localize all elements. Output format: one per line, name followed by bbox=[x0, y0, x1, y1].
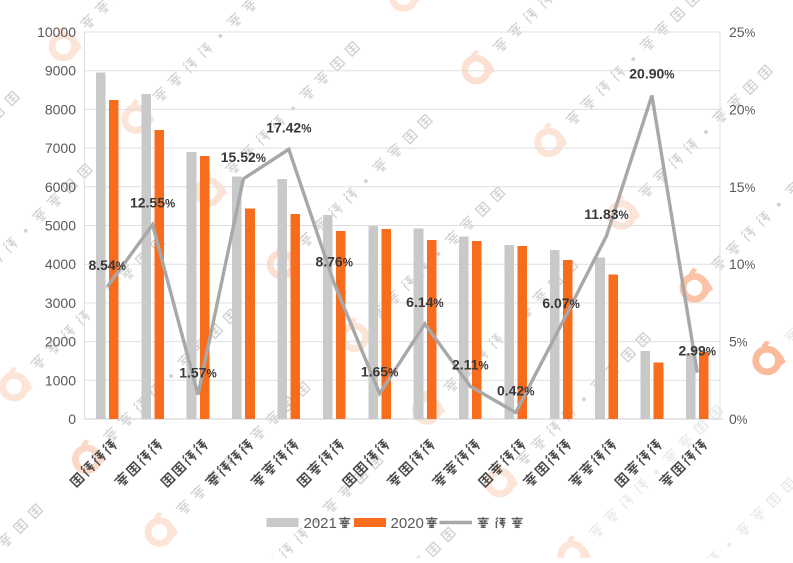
svg-text:8.76%: 8.76% bbox=[315, 253, 352, 269]
svg-text:20.90%: 20.90% bbox=[629, 66, 674, 82]
svg-text:5000: 5000 bbox=[45, 218, 76, 234]
svg-text:3000: 3000 bbox=[45, 295, 76, 311]
svg-text:15%: 15% bbox=[729, 179, 756, 195]
svg-text:2020: 2020 bbox=[391, 515, 424, 532]
svg-text:9000: 9000 bbox=[45, 63, 76, 79]
svg-text:2021: 2021 bbox=[304, 515, 337, 532]
svg-text:15.52%: 15.52% bbox=[221, 149, 266, 165]
svg-text:11.83%: 11.83% bbox=[584, 206, 629, 222]
svg-text:5%: 5% bbox=[729, 334, 748, 350]
svg-text:1.57%: 1.57% bbox=[179, 365, 216, 381]
svg-text:1000: 1000 bbox=[45, 372, 76, 388]
svg-text:4000: 4000 bbox=[45, 256, 76, 272]
svg-text:17.42%: 17.42% bbox=[266, 119, 311, 135]
svg-text:10000: 10000 bbox=[37, 24, 76, 40]
svg-text:0.42%: 0.42% bbox=[497, 383, 534, 399]
svg-text:0%: 0% bbox=[729, 411, 748, 427]
svg-text:8.54%: 8.54% bbox=[88, 257, 125, 273]
svg-text:10%: 10% bbox=[729, 256, 756, 272]
svg-text:1.65%: 1.65% bbox=[361, 364, 398, 380]
svg-text:6.14%: 6.14% bbox=[406, 294, 443, 310]
svg-text:2000: 2000 bbox=[45, 334, 76, 350]
svg-text:12.55%: 12.55% bbox=[130, 195, 175, 211]
svg-text:6000: 6000 bbox=[45, 179, 76, 195]
svg-text:0: 0 bbox=[68, 411, 76, 427]
svg-text:8000: 8000 bbox=[45, 101, 76, 117]
svg-text:20%: 20% bbox=[729, 101, 756, 117]
svg-text:2.11%: 2.11% bbox=[452, 356, 489, 372]
svg-text:25%: 25% bbox=[729, 24, 756, 40]
svg-text:6.07%: 6.07% bbox=[542, 295, 579, 311]
svg-text:7000: 7000 bbox=[45, 140, 76, 156]
svg-text:2.99%: 2.99% bbox=[679, 343, 716, 359]
